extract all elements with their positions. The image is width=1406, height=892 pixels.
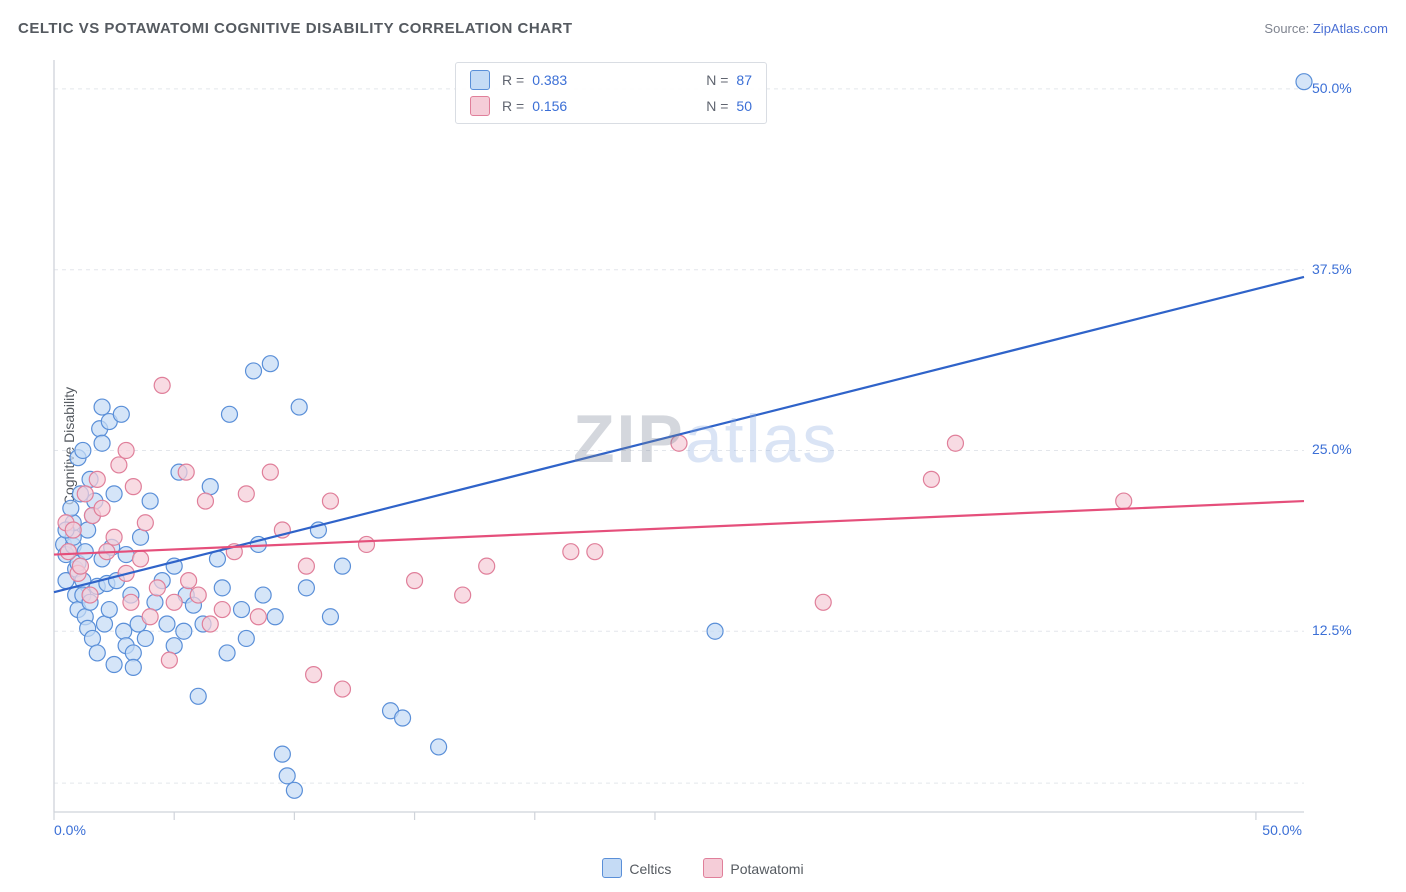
legend-item: Celtics xyxy=(602,858,671,878)
chart-title: CELTIC VS POTAWATOMI COGNITIVE DISABILIT… xyxy=(18,20,573,37)
legend-label: Celtics xyxy=(629,861,671,877)
series-legend: Celtics Potawatomi xyxy=(0,858,1406,878)
plot-area xyxy=(48,54,1364,834)
x-tick-label: 0.0% xyxy=(54,822,86,838)
x-tick-label: 50.0% xyxy=(1262,822,1302,838)
stats-legend-row: R = 0.383 N = 87 xyxy=(456,67,766,93)
n-label: N = xyxy=(706,72,728,88)
source-label: Source: xyxy=(1264,21,1309,36)
legend-label: Potawatomi xyxy=(730,861,803,877)
n-value: 50 xyxy=(736,98,752,114)
r-value: 0.383 xyxy=(532,72,567,88)
y-tick-label: 37.5% xyxy=(1312,261,1352,277)
source-link[interactable]: ZipAtlas.com xyxy=(1313,21,1388,36)
scatter-svg xyxy=(48,54,1364,834)
legend-item: Potawatomi xyxy=(703,858,803,878)
r-label: R = xyxy=(502,72,524,88)
r-value: 0.156 xyxy=(532,98,567,114)
n-value: 87 xyxy=(736,72,752,88)
y-tick-label: 25.0% xyxy=(1312,441,1352,457)
r-label: R = xyxy=(502,98,524,114)
stats-legend-row: R = 0.156 N = 50 xyxy=(456,93,766,119)
n-label: N = xyxy=(706,98,728,114)
stats-legend: R = 0.383 N = 87 R = 0.156 N = 50 xyxy=(455,62,767,124)
y-tick-label: 12.5% xyxy=(1312,622,1352,638)
legend-swatch xyxy=(602,858,622,878)
legend-swatch xyxy=(470,70,490,90)
legend-swatch xyxy=(470,96,490,116)
legend-swatch xyxy=(703,858,723,878)
chart-source: Source: ZipAtlas.com xyxy=(1264,21,1388,36)
y-tick-label: 50.0% xyxy=(1312,80,1352,96)
